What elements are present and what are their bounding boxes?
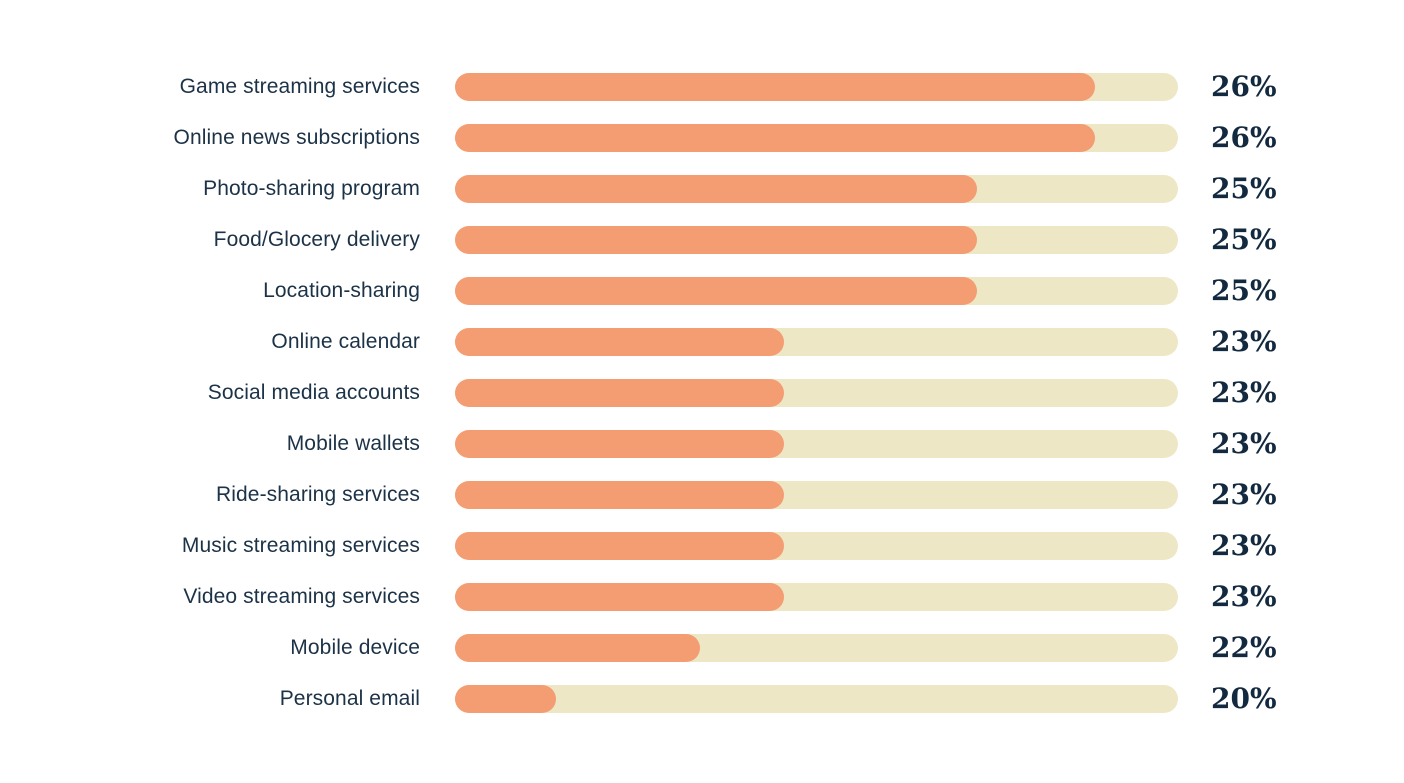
bar-row: Mobile wallets 23% [0, 430, 1404, 458]
bar-track [455, 226, 1178, 254]
bar-fill [455, 532, 784, 560]
bar-track [455, 379, 1178, 407]
bar-label: Food/Glocery delivery [213, 228, 420, 251]
bar-track [455, 634, 1178, 662]
bar-value: 22% [1211, 631, 1277, 664]
bar-value: 26% [1211, 121, 1277, 154]
bar-label: Mobile wallets [286, 432, 420, 455]
bar-row: Food/Glocery delivery 25% [0, 226, 1404, 254]
bar-fill [455, 226, 977, 254]
bar-track [455, 277, 1178, 305]
bar-track [455, 430, 1178, 458]
bar-value: 26% [1211, 70, 1277, 103]
bar-fill [455, 175, 977, 203]
bar-value: 23% [1211, 376, 1277, 409]
bar-value: 25% [1211, 274, 1277, 307]
bar-track [455, 685, 1178, 713]
bar-chart: Game streaming services 26% Online news … [0, 73, 1404, 713]
bar-value: 20% [1211, 682, 1277, 715]
bar-fill [455, 73, 1095, 101]
bar-label: Photo-sharing program [203, 177, 420, 200]
bar-value: 25% [1211, 172, 1277, 205]
bar-label: Mobile device [290, 636, 420, 659]
bar-track [455, 175, 1178, 203]
bar-value: 23% [1211, 580, 1277, 613]
bar-value: 23% [1211, 529, 1277, 562]
bar-track [455, 583, 1178, 611]
bar-fill [455, 430, 784, 458]
bar-value: 23% [1211, 325, 1277, 358]
bar-value: 23% [1211, 478, 1277, 511]
bar-row: Game streaming services 26% [0, 73, 1404, 101]
bar-fill [455, 481, 784, 509]
bar-track [455, 481, 1178, 509]
bar-label: Online calendar [271, 330, 420, 353]
bar-fill [455, 634, 701, 662]
bar-track [455, 73, 1178, 101]
bar-label: Social media accounts [207, 381, 420, 404]
bar-row: Mobile device 22% [0, 634, 1404, 662]
bar-fill [455, 328, 784, 356]
bar-row: Social media accounts 23% [0, 379, 1404, 407]
bar-row: Personal email 20% [0, 685, 1404, 713]
bar-row: Music streaming services 23% [0, 532, 1404, 560]
bar-row: Online calendar 23% [0, 328, 1404, 356]
bar-value: 23% [1211, 427, 1277, 460]
bar-row: Video streaming services 23% [0, 583, 1404, 611]
bar-row: Ride-sharing services 23% [0, 481, 1404, 509]
bar-fill [455, 583, 784, 611]
bar-label: Online news subscriptions [173, 126, 420, 149]
bar-fill [455, 379, 784, 407]
bar-fill [455, 685, 557, 713]
bar-value: 25% [1211, 223, 1277, 256]
bar-fill [455, 277, 977, 305]
bar-row: Online news subscriptions 26% [0, 124, 1404, 152]
bar-label: Game streaming services [179, 75, 420, 98]
bar-label: Personal email [279, 687, 420, 710]
bar-fill [455, 124, 1095, 152]
bar-label: Location-sharing [263, 279, 420, 302]
bar-track [455, 124, 1178, 152]
bar-track [455, 328, 1178, 356]
bar-row: Location-sharing 25% [0, 277, 1404, 305]
bar-track [455, 532, 1178, 560]
bar-label: Ride-sharing services [215, 483, 420, 506]
bar-label: Video streaming services [183, 585, 420, 608]
bar-label: Music streaming services [181, 534, 420, 557]
bar-row: Photo-sharing program 25% [0, 175, 1404, 203]
